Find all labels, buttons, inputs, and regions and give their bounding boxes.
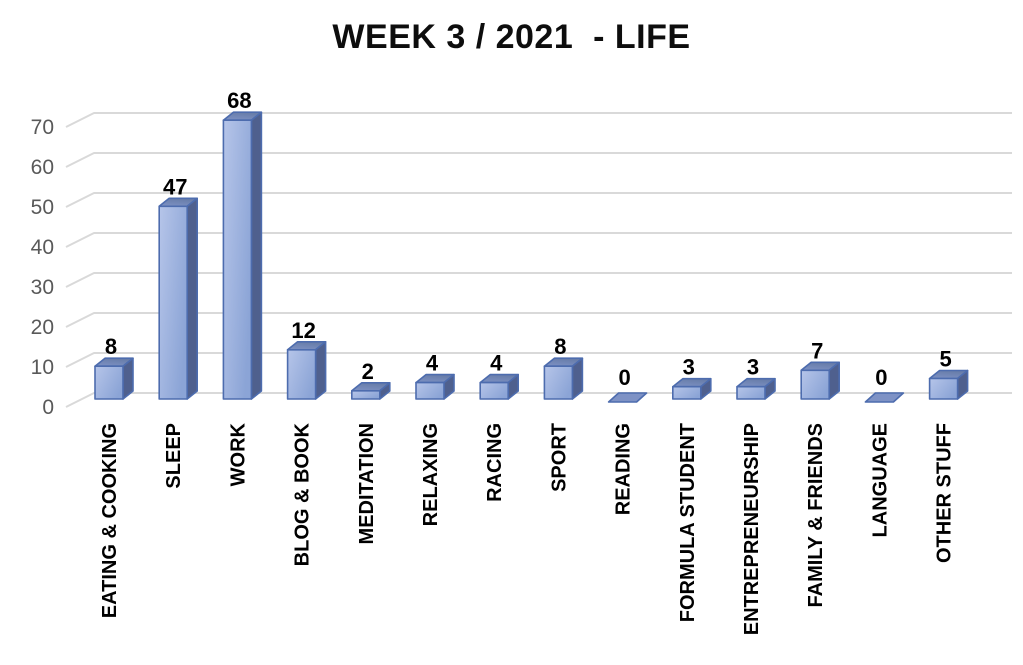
gridline <box>65 152 1012 168</box>
bar-value-label: 0 <box>618 365 630 390</box>
bar-language: 0 LANGUAGE <box>864 365 905 537</box>
category-label: ENTREPRENEURSHIP <box>741 423 763 635</box>
bar-front-face <box>543 365 574 400</box>
bar-value-label: 0 <box>875 365 887 390</box>
bar-reading: 0 READING <box>607 365 648 515</box>
bar-value-label: 3 <box>747 355 759 380</box>
bar-formula-student: 3 FORMULA STUDENT <box>671 355 712 622</box>
bar-work: 68 WORK <box>222 88 263 486</box>
y-axis-tick-label: 60 <box>31 156 54 179</box>
bar-value-label: 7 <box>811 338 823 363</box>
category-label: WORK <box>227 422 249 486</box>
bar-side-face <box>571 357 584 400</box>
gridline <box>65 232 1012 248</box>
bar-front-face <box>800 369 831 400</box>
bar-value-label: 3 <box>683 355 695 380</box>
gridline <box>65 112 1012 128</box>
category-label: FORMULA STUDENT <box>677 423 699 622</box>
bar-value-label: 68 <box>227 88 251 113</box>
bar-eating-cooking: 8 EATING & COOKING <box>94 334 134 618</box>
bar-value-label: 5 <box>939 347 951 372</box>
gridline <box>65 272 1012 288</box>
bar-side-face <box>314 340 327 400</box>
bar-value-label: 4 <box>490 351 503 376</box>
bar-value-label: 47 <box>163 174 187 199</box>
y-axis-tick-label: 40 <box>31 236 54 259</box>
bar-racing: 4 RACING <box>479 351 520 502</box>
bar-value-label: 4 <box>426 351 439 376</box>
chart-title: WEEK 3 / 2021 - LIFE <box>332 18 691 56</box>
gridline <box>65 192 1012 208</box>
bar-relaxing: 4 RELAXING <box>415 351 455 526</box>
bar-front-face <box>286 348 317 400</box>
bar-other-stuff: 5 OTHER STUFF <box>928 347 969 563</box>
bar-front-face <box>736 385 766 400</box>
bar-value-label: 8 <box>554 334 566 359</box>
bar-front-face <box>479 381 510 400</box>
category-label: RELAXING <box>420 423 442 526</box>
bar-meditation: 2 MEDITATION <box>350 359 391 544</box>
y-axis-tick-label: 70 <box>31 116 54 139</box>
category-label: RACING <box>484 423 506 502</box>
bar-side-face <box>122 357 134 400</box>
y-axis-tick-label: 50 <box>31 196 54 219</box>
y-axis-tick-label: 20 <box>31 316 54 339</box>
bar-front-face <box>671 385 702 400</box>
bar-front-face <box>222 119 253 400</box>
y-axis-tick-label: 30 <box>31 276 54 299</box>
bar-zero-slab <box>864 392 905 403</box>
bar-front-face <box>94 365 124 400</box>
y-axis-tick-label: 10 <box>31 356 54 379</box>
category-label: OTHER STUFF <box>934 423 956 563</box>
bar-front-face <box>928 377 959 400</box>
category-label: FAMILY & FRIENDS <box>805 423 827 607</box>
bar-entrepreneurship: 3 ENTREPRENEURSHIP <box>736 355 776 635</box>
bar-sleep: 47 SLEEP <box>158 174 198 489</box>
gridline <box>65 352 1012 368</box>
category-label: BLOG & BOOK <box>292 422 314 566</box>
bar-front-face <box>415 381 445 400</box>
category-label: MEDITATION <box>356 423 378 544</box>
category-label: SLEEP <box>163 423 185 489</box>
gridline <box>65 312 1012 328</box>
bar-value-label: 12 <box>291 318 315 343</box>
bar-side-face <box>250 111 263 400</box>
bar-family-friends: 7 FAMILY & FRIENDS <box>800 338 841 607</box>
bar-front-face <box>350 389 381 400</box>
bar-zero-slab <box>607 392 648 403</box>
bar-side-face <box>186 197 198 400</box>
category-label: SPORT <box>548 423 570 492</box>
bar-sport: 8 SPORT <box>543 334 584 492</box>
category-label: READING <box>613 423 635 515</box>
bar-front-face <box>158 205 188 400</box>
bar-blog-book: 12 BLOG & BOOK <box>286 318 327 566</box>
category-label: LANGUAGE <box>869 423 891 537</box>
y-axis-tick-label: 0 <box>42 396 54 419</box>
category-label: EATING & COOKING <box>99 423 121 618</box>
bar-value-label: 8 <box>105 334 117 359</box>
bar-value-label: 2 <box>362 359 374 384</box>
